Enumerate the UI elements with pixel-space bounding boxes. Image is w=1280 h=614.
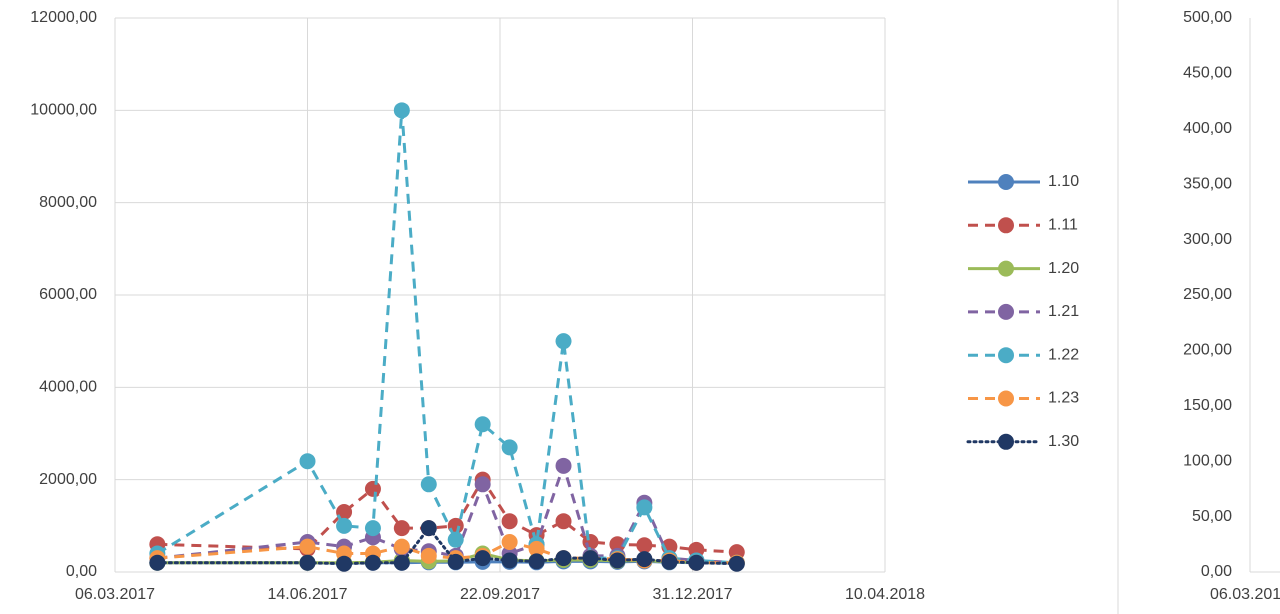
data-point <box>582 550 599 567</box>
data-point <box>393 102 410 119</box>
legend-label: 1.23 <box>1048 390 1079 407</box>
y-tick-label: 0,00 <box>1201 563 1232 580</box>
legend-item: 1.22 <box>968 346 1079 363</box>
data-point <box>636 537 653 554</box>
data-point <box>299 538 316 555</box>
data-point <box>474 416 491 433</box>
data-point <box>661 553 678 570</box>
data-point <box>420 520 437 537</box>
data-point <box>555 457 572 474</box>
y-tick-label: 350,00 <box>1183 175 1232 192</box>
y-tick-label: 250,00 <box>1183 286 1232 303</box>
data-point <box>688 554 705 571</box>
data-point <box>393 520 410 537</box>
data-point <box>393 554 410 571</box>
data-point <box>609 552 626 569</box>
legend-marker <box>998 217 1014 234</box>
legend-item: 1.10 <box>968 173 1079 190</box>
data-point <box>528 540 545 557</box>
data-point <box>528 553 545 570</box>
y-tick-label: 8000,00 <box>39 194 97 211</box>
series <box>149 457 745 571</box>
data-point <box>364 554 381 571</box>
data-point <box>474 550 491 567</box>
data-point <box>364 480 381 497</box>
x-tick-label: 22.09.2017 <box>460 586 540 603</box>
legend-marker <box>998 174 1014 190</box>
series <box>149 471 745 561</box>
data-point <box>393 538 410 555</box>
y-tick-label: 500,00 <box>1183 9 1232 26</box>
data-point <box>636 551 653 568</box>
data-point <box>636 499 653 516</box>
data-point <box>555 550 572 567</box>
legend-marker <box>998 347 1014 364</box>
data-point <box>728 555 745 572</box>
legend-item: 1.20 <box>968 260 1079 277</box>
data-point <box>420 547 437 564</box>
y-tick-label: 0,00 <box>66 563 97 580</box>
y-tick-label: 450,00 <box>1183 65 1232 82</box>
series <box>149 102 745 571</box>
legend-label: 1.22 <box>1048 346 1079 363</box>
y-tick-label: 4000,00 <box>39 379 97 396</box>
data-point <box>609 536 626 553</box>
x-tick-label: 10.04.2018 <box>845 586 925 603</box>
data-point <box>555 513 572 530</box>
legend-label: 1.10 <box>1048 173 1079 190</box>
data-point <box>474 476 491 493</box>
data-point <box>501 552 518 569</box>
y-tick-label: 200,00 <box>1183 342 1232 359</box>
data-point <box>501 533 518 550</box>
legend-item: 1.11 <box>968 217 1078 234</box>
legend-label: 1.20 <box>1048 260 1079 277</box>
y-tick-label: 300,00 <box>1183 231 1232 248</box>
x-tick-label: 14.06.2017 <box>267 586 347 603</box>
series-line <box>156 110 737 565</box>
data-point <box>336 517 353 534</box>
data-point <box>447 531 464 548</box>
legend-marker <box>998 390 1014 407</box>
data-point <box>364 520 381 537</box>
legend-marker <box>998 433 1014 450</box>
y-tick-label: 2000,00 <box>39 471 97 488</box>
data-point <box>501 439 518 456</box>
y-tick-label: 50,00 <box>1192 508 1232 525</box>
x-tick-label: 06.03.2017 <box>75 586 155 603</box>
legend-marker <box>998 260 1014 277</box>
legend-item: 1.30 <box>966 433 1079 450</box>
legend-label: 1.30 <box>1048 433 1079 450</box>
data-point <box>149 554 166 571</box>
y-tick-label: 10000,00 <box>30 102 97 119</box>
legend-item: 1.23 <box>968 390 1079 407</box>
legend-label: 1.11 <box>1048 217 1078 234</box>
legend-label: 1.21 <box>1048 303 1079 320</box>
data-point <box>447 553 464 570</box>
y-tick-label: 150,00 <box>1183 397 1232 414</box>
data-point <box>336 555 353 572</box>
x-tick-label: 31.12.2017 <box>652 586 732 603</box>
legend-marker <box>998 303 1014 320</box>
data-point <box>299 554 316 571</box>
data-point <box>555 333 572 350</box>
series <box>149 520 745 572</box>
legend-item: 1.21 <box>968 303 1079 320</box>
data-point <box>420 476 437 493</box>
y-tick-label: 12000,00 <box>30 9 97 26</box>
y-tick-label: 6000,00 <box>39 286 97 303</box>
data-point <box>299 453 316 470</box>
data-point <box>501 513 518 530</box>
y-tick-label: 400,00 <box>1183 120 1232 137</box>
y-tick-label: 100,00 <box>1183 452 1232 469</box>
x-tick-label: 06.03.2017 <box>1210 586 1280 603</box>
